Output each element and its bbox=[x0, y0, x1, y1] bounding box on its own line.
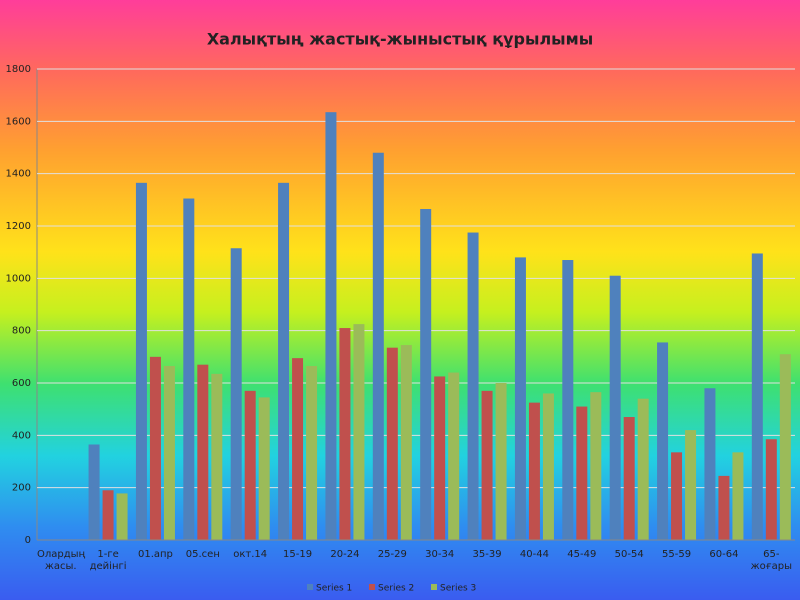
bar bbox=[306, 365, 318, 540]
bar bbox=[576, 406, 588, 540]
bar bbox=[88, 444, 100, 540]
x-tick-label: 60-64 bbox=[709, 549, 739, 560]
bar bbox=[637, 398, 649, 540]
bar bbox=[657, 342, 669, 540]
y-tick-label: 1000 bbox=[6, 273, 31, 284]
chart-title: Халықтың жастық-жыныстық құрылымы bbox=[207, 30, 593, 49]
bar bbox=[339, 328, 351, 540]
bar bbox=[400, 345, 412, 540]
legend-label: Series 1 bbox=[316, 584, 352, 594]
y-tick-label: 600 bbox=[12, 378, 31, 389]
bar bbox=[685, 430, 697, 540]
bar bbox=[590, 392, 602, 540]
bar bbox=[448, 372, 460, 540]
bar bbox=[434, 376, 446, 540]
x-tick-label: 35-39 bbox=[472, 549, 502, 560]
bar bbox=[495, 383, 507, 540]
bar bbox=[623, 417, 635, 540]
bar bbox=[514, 257, 526, 540]
bar bbox=[732, 452, 744, 540]
x-tick-label: Олардың жасы. bbox=[37, 549, 86, 572]
bar bbox=[372, 152, 384, 540]
legend-swatch bbox=[431, 584, 437, 590]
bar bbox=[149, 356, 161, 540]
legend-label: Series 3 bbox=[440, 584, 476, 594]
x-tick-label: 30-34 bbox=[425, 549, 455, 560]
y-tick-label: 200 bbox=[12, 483, 31, 494]
bar bbox=[481, 390, 493, 540]
y-tick-label: 1200 bbox=[6, 221, 31, 232]
x-tick-label: 1-ге дейінгі bbox=[89, 549, 127, 572]
y-tick-label: 0 bbox=[25, 535, 31, 546]
x-tick-label: 40-44 bbox=[519, 549, 549, 560]
bar bbox=[258, 397, 270, 540]
bar bbox=[779, 354, 791, 540]
bar bbox=[353, 324, 365, 540]
y-tick-label: 400 bbox=[12, 430, 31, 441]
bar bbox=[718, 475, 730, 540]
legend-swatch bbox=[307, 584, 313, 590]
bar bbox=[325, 112, 337, 541]
bar bbox=[197, 364, 209, 540]
y-tick-label: 1800 bbox=[6, 64, 31, 75]
bar bbox=[102, 490, 114, 540]
bar bbox=[211, 373, 223, 540]
bar bbox=[244, 390, 256, 540]
bar bbox=[562, 260, 574, 540]
bar bbox=[420, 208, 432, 540]
x-tick-label: 01.апр bbox=[137, 549, 173, 560]
bar bbox=[116, 493, 128, 540]
bar bbox=[163, 365, 175, 540]
y-tick-label: 1400 bbox=[6, 169, 31, 180]
y-tick-label: 800 bbox=[12, 326, 31, 337]
bar bbox=[183, 198, 195, 540]
legend-label: Series 2 bbox=[378, 584, 414, 594]
bar bbox=[278, 182, 290, 540]
x-tick-label: 25-29 bbox=[377, 549, 407, 560]
bar bbox=[542, 393, 554, 540]
bar bbox=[765, 439, 777, 540]
x-tick-label: 20-24 bbox=[330, 549, 360, 560]
x-tick-label: окт.14 bbox=[233, 549, 268, 560]
bar bbox=[671, 452, 683, 540]
x-tick-label: 05.сен bbox=[185, 549, 220, 560]
x-tick-label: 50-54 bbox=[614, 549, 644, 560]
legend-swatch bbox=[369, 584, 375, 590]
bar bbox=[230, 248, 242, 540]
x-tick-label: 15-19 bbox=[283, 549, 313, 560]
x-tick-label: 45-49 bbox=[567, 549, 597, 560]
bar bbox=[704, 388, 716, 540]
bar bbox=[292, 358, 304, 540]
bar bbox=[528, 402, 540, 540]
bar bbox=[135, 182, 147, 540]
y-tick-label: 1600 bbox=[6, 116, 31, 127]
x-tick-label: 65-жоғары bbox=[750, 549, 793, 572]
bar bbox=[751, 253, 763, 540]
bar bbox=[467, 232, 479, 540]
bar bbox=[386, 347, 398, 540]
bar bbox=[609, 275, 621, 540]
x-tick-label: 55-59 bbox=[662, 549, 692, 560]
